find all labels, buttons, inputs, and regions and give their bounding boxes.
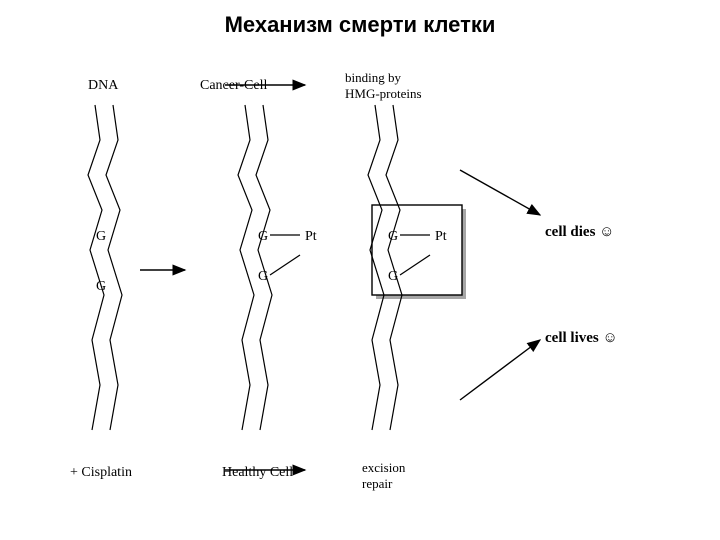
g-label: G <box>258 229 268 244</box>
cisplatin-label: + Cisplatin <box>70 465 132 481</box>
dna-label: DNA <box>88 78 118 94</box>
highlight-box <box>372 205 462 295</box>
cancer_cell-label: Cancer-Cell <box>200 78 267 94</box>
g-label: G <box>96 229 106 244</box>
cell_dies-label: cell dies ☺ <box>545 224 614 241</box>
dna-strand <box>106 105 122 430</box>
binding-label: binding by HMG-proteins <box>345 70 422 102</box>
dna-strand <box>88 105 104 430</box>
cell_lives-label: cell lives ☺ <box>545 330 618 347</box>
arrow <box>460 170 540 215</box>
arrow <box>460 340 540 400</box>
pt-label: Pt <box>305 229 317 244</box>
healthy_cell-label: Healthy Cell <box>222 465 293 481</box>
svg-text:G: G <box>388 229 398 244</box>
dna-strand <box>238 105 254 430</box>
svg-text:Pt: Pt <box>435 229 447 244</box>
dna-strand <box>256 105 272 430</box>
g-label: G <box>258 269 268 284</box>
crosslink <box>270 255 300 275</box>
excision-label: excision repair <box>362 460 405 492</box>
g-label: G <box>96 279 106 294</box>
svg-text:G: G <box>388 269 398 284</box>
